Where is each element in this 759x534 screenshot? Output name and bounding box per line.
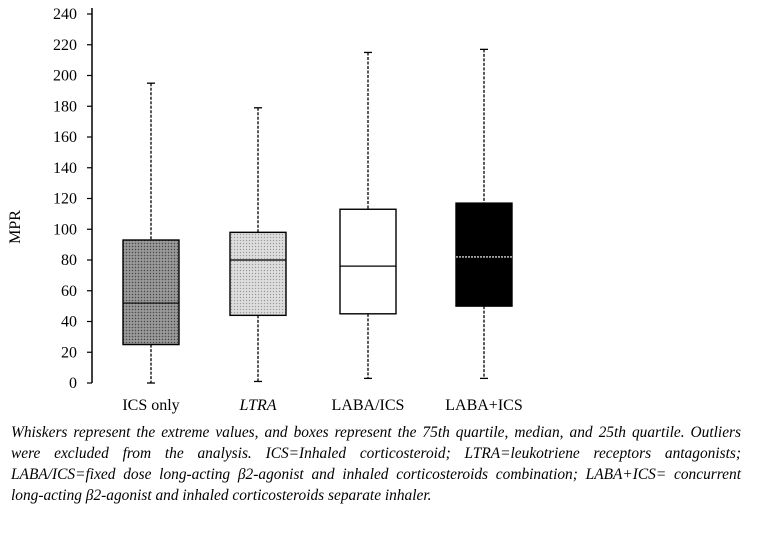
y-tick-label: 80: [61, 252, 77, 269]
y-tick-label: 160: [53, 129, 77, 146]
box-group: LABA/ICS: [332, 51, 405, 414]
iqr-box: [229, 231, 287, 317]
category-label: LABA+ICS: [445, 397, 522, 414]
category-label: LTRA: [238, 397, 276, 414]
y-tick-label: 180: [53, 98, 77, 115]
category-label: LABA/ICS: [332, 397, 405, 414]
y-tick-label: 20: [61, 344, 77, 361]
y-tick-label: 220: [53, 37, 77, 54]
y-tick-label: 240: [53, 6, 77, 23]
category-label: ICS only: [122, 397, 179, 414]
y-tick-label: 140: [53, 160, 77, 177]
iqr-box: [122, 239, 180, 346]
box-plot-chart: 0 20 40 60 80 100 120 140 160 180 200 220 240 ICS on…: [7, 6, 523, 414]
y-tick-label: 0: [69, 375, 77, 392]
iqr-box: [339, 208, 397, 315]
y-tick-label: 60: [61, 283, 77, 300]
figure-caption: Whiskers represent the extreme values, a…: [11, 424, 741, 504]
iqr-box: [455, 202, 513, 307]
box-group: ICS only: [122, 82, 180, 414]
box-group: LABA+ICS: [445, 48, 523, 414]
box-group: LTRA: [229, 107, 287, 414]
y-tick-label: 40: [61, 314, 77, 331]
y-tick-label: 200: [53, 68, 77, 85]
y-tick-label: 120: [53, 191, 77, 208]
y-tick-label: 100: [53, 221, 77, 238]
y-axis-label: MPR: [7, 210, 24, 244]
